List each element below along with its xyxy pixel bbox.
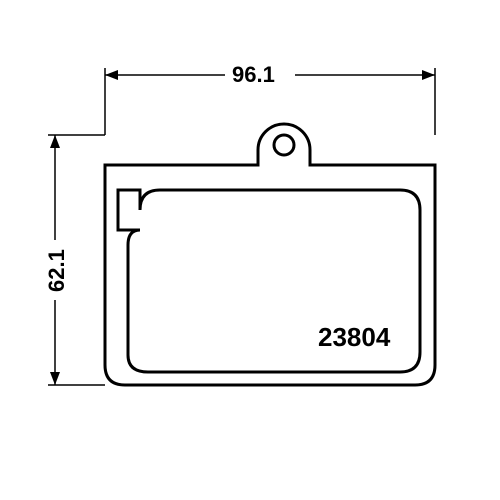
part-number-label: 23804 bbox=[318, 322, 390, 353]
technical-drawing: 96.1 62.1 23804 bbox=[0, 0, 500, 500]
height-dimension-label: 62.1 bbox=[44, 249, 70, 292]
width-dimension-label: 96.1 bbox=[232, 62, 275, 88]
